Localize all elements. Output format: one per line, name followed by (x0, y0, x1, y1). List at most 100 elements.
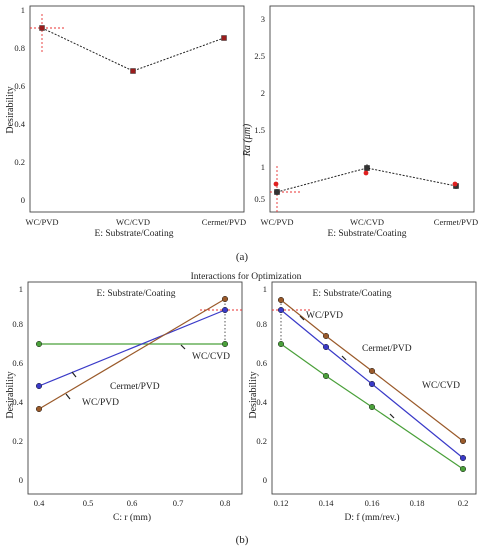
chart-b1-x-ticks: 0.4 0.5 0.6 0.7 0.8 (34, 498, 231, 508)
chart-b2-label-wc-pvd: WC/PVD (306, 311, 343, 321)
chart-b1-xtick: 0.6 (127, 498, 138, 508)
chart-b2-point-cermet-pvd (277, 306, 285, 314)
chart-b1-label-cermet-pvd: Cermet/PVD (110, 382, 160, 392)
chart-a2-xtick: Cermet/PVD (434, 217, 478, 227)
chart-a1-ytick: 0.4 (14, 119, 25, 129)
chart-a2-xtick: WC/PVD (260, 217, 293, 227)
chart-b1-frame (27, 281, 243, 495)
chart-a1-xtick: WC/PVD (25, 217, 58, 227)
chart-b2-ytick: 0.4 (256, 397, 267, 407)
chart-a2-y-axis-label: Ra (μm) (242, 123, 253, 157)
chart-a1-x-ticks: WC/PVD WC/CVD Cermet/PVD (25, 217, 246, 227)
chart-a2-ytick: 2 (261, 88, 265, 98)
chart-a2-panel: WC/PVD WC/CVD Cermet/PVD 0.5 1 1.5 2 2.5… (242, 5, 478, 239)
chart-a1-frame (29, 5, 245, 213)
chart-b1-point-wc-pvd (221, 295, 229, 303)
chart-a1-point (130, 68, 136, 74)
chart-b1-xtick: 0.4 (34, 498, 45, 508)
chart-b2-x-ticks: 0.12 0.14 0.16 0.18 0.2 (274, 498, 469, 508)
chart-b1-point-wc-cvd (35, 340, 43, 348)
chart-b2-xtick: 0.2 (458, 498, 469, 508)
chart-b1-ytick: 0.2 (12, 436, 23, 446)
chart-a1-y-axis-label: Desirability (5, 86, 16, 133)
chart-b1-ytick: 0.6 (12, 358, 23, 368)
chart-b2-point-wc-cvd (277, 340, 285, 348)
chart-b2-subtitle: E: Substrate/Coating (313, 289, 392, 299)
chart-b1-leader (65, 393, 71, 400)
chart-b1-xtick: 0.8 (220, 498, 231, 508)
chart-b2-ytick: 0.8 (256, 319, 267, 329)
chart-b2-xtick: 0.18 (410, 498, 425, 508)
chart-a2-ytick: 1 (261, 162, 265, 172)
chart-a1-ytick: 0.6 (14, 81, 25, 91)
chart-b1-point-wc-cvd (221, 340, 229, 348)
chart-b2-line-cermet-pvd (280, 309, 464, 459)
chart-b1-y-axis-label: Desirability (5, 371, 16, 418)
chart-b2-line-wc-cvd (280, 343, 464, 470)
chart-a2-x-ticks: WC/PVD WC/CVD Cermet/PVD (260, 217, 478, 227)
chart-b2-leader (299, 315, 305, 321)
chart-a1-point (39, 25, 45, 31)
chart-a2-observed-point (452, 181, 458, 187)
chart-b1-xtick: 0.5 (83, 498, 94, 508)
chart-b1-label-wc-cvd: WC/CVD (192, 352, 230, 362)
chart-b2-ytick: 0.2 (256, 436, 267, 446)
chart-b1-ytick: 1 (19, 284, 23, 294)
chart-a2-point (274, 189, 280, 195)
chart-b2-point-wc-pvd (277, 296, 285, 304)
chart-a2-xtick: WC/CVD (350, 217, 384, 227)
chart-b2-panel: E: Substrate/Coating 0.12 0.14 0.16 0.18… (248, 281, 477, 523)
chart-b2-xtick: 0.12 (274, 498, 289, 508)
chart-b1-panel: E: Substrate/Coating 0.4 0.5 0.6 0.7 0.8… (5, 281, 243, 523)
chart-a2-ytick: 3 (261, 14, 265, 24)
chart-a2-ytick: 0.5 (254, 194, 265, 204)
chart-b1-line-wc-pvd (38, 298, 226, 410)
chart-a1-xtick: Cermet/PVD (202, 217, 246, 227)
chart-b1-y-ticks: 0 0.2 0.4 0.6 0.8 1 (12, 284, 23, 485)
chart-b1-line-cermet-pvd (38, 309, 226, 387)
chart-b1-ytick: 0.8 (12, 319, 23, 329)
chart-b2-y-ticks: 0 0.2 0.4 0.6 0.8 1 (256, 284, 267, 485)
chart-b2-line-wc-pvd (280, 299, 464, 442)
chart-a1-ytick: 1 (21, 5, 25, 15)
chart-a1-panel: WC/PVD WC/CVD Cermet/PVD 0 0.2 0.4 0.6 0… (5, 5, 246, 239)
chart-b2-point-wc-cvd (368, 403, 376, 411)
chart-b1-leader (71, 371, 77, 378)
chart-a2-observed-point (363, 170, 369, 176)
chart-b2-point-cermet-pvd (322, 343, 330, 351)
chart-a1-y-ticks: 0 0.2 0.4 0.6 0.8 1 (14, 5, 25, 205)
chart-a1-xtick: WC/CVD (116, 217, 150, 227)
chart-b2-label-cermet-pvd: Cermet/PVD (362, 344, 412, 354)
chart-b2-y-axis-label: Desirability (248, 371, 259, 418)
chart-b2-point-wc-pvd (322, 332, 330, 340)
chart-b2-point-wc-pvd (368, 367, 376, 375)
chart-a1-ytick: 0.2 (14, 157, 25, 167)
chart-b1-label-wc-pvd: WC/PVD (82, 398, 119, 408)
chart-b1-ytick: 0 (19, 475, 23, 485)
chart-b2-ytick: 0.6 (256, 358, 267, 368)
chart-a1-ytick: 0.8 (14, 43, 25, 53)
chart-a2-y-ticks: 0.5 1 1.5 2 2.5 3 (254, 14, 265, 204)
panel-label-a: (a) (236, 251, 249, 263)
chart-b2-ytick: 0 (263, 475, 267, 485)
chart-a1-ytick: 0 (21, 195, 25, 205)
chart-b1-ytick: 0.4 (12, 397, 23, 407)
chart-b2-frame (271, 281, 477, 495)
chart-b1-leader (180, 344, 186, 350)
chart-b2-xtick: 0.16 (365, 498, 380, 508)
panel-label-b: (b) (236, 534, 249, 546)
chart-b2-leader (389, 413, 395, 419)
chart-b2-point-cermet-pvd (459, 454, 467, 462)
chart-b2-point-wc-pvd (459, 437, 467, 445)
chart-b2-point-wc-cvd (459, 465, 467, 473)
chart-b2-label-wc-cvd: WC/CVD (422, 381, 460, 391)
chart-a1-series-line (41, 27, 225, 72)
chart-b1-subtitle: E: Substrate/Coating (97, 289, 176, 299)
chart-b2-ytick: 1 (263, 284, 267, 294)
chart-b2-leader (341, 355, 347, 361)
chart-a2-point (364, 165, 370, 171)
chart-a1-point (221, 35, 227, 41)
chart-b2-x-axis-label: D: f (mm/rev.) (344, 512, 399, 523)
chart-a2-ytick: 2.5 (254, 51, 265, 61)
